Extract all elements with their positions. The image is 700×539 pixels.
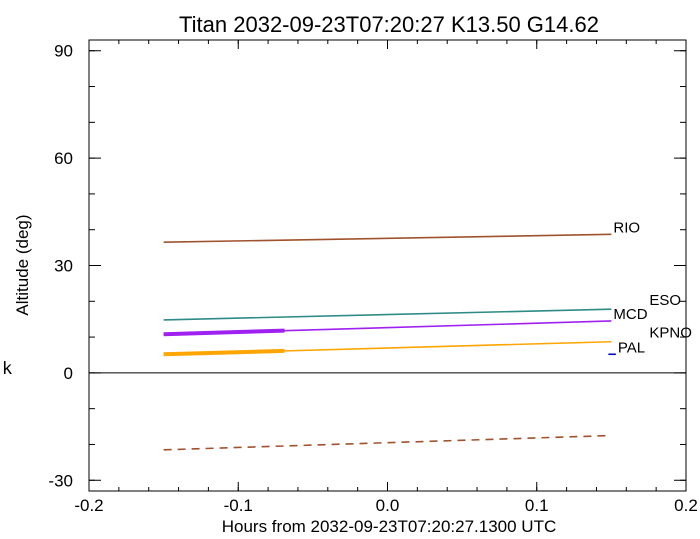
series-thick-segment <box>163 328 285 337</box>
plot-frame <box>88 39 687 492</box>
series-line <box>163 308 612 321</box>
series-thick-segment <box>163 348 285 357</box>
series-line <box>163 233 612 244</box>
y-tick-label: 60 <box>54 149 73 168</box>
y-tick-label: 0 <box>64 364 73 383</box>
axes-layer: -0.2 -0.1 0.0 0.1 0.2 -30 0 30 60 90 <box>48 40 698 515</box>
y-tick-label: 90 <box>54 42 73 61</box>
chart-title: Titan 2032-09-23T07:20:27 K13.50 G14.62 <box>179 12 599 37</box>
series-label: MCD <box>613 306 647 323</box>
x-axis-label: Hours from 2032-09-23T07:20:27.1300 UTC <box>222 517 557 536</box>
x-tick-label: -0.2 <box>74 496 103 515</box>
side-label: k <box>2 359 12 379</box>
series-label: ESO <box>649 292 681 309</box>
y-axis-label: Altitude (deg) <box>13 214 32 315</box>
series-label: KPNO <box>649 325 692 342</box>
x-tick-label: 0.2 <box>674 496 698 515</box>
x-tick-label: -0.1 <box>224 496 253 515</box>
series-line <box>163 434 612 451</box>
series-label: RIO <box>613 219 640 236</box>
x-tick-label: 0.1 <box>525 496 549 515</box>
y-tick-label: -30 <box>48 471 73 490</box>
series-label: PAL <box>618 339 645 356</box>
x-tick-label: 0.0 <box>376 496 400 515</box>
y-tick-label: 30 <box>54 257 73 276</box>
